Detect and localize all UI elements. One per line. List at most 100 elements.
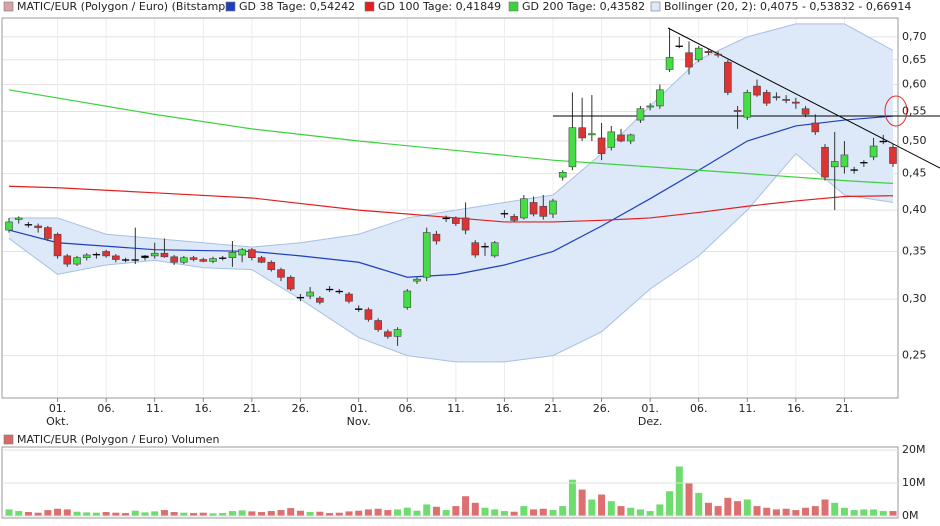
volume-bar — [180, 512, 188, 516]
moving-average — [8, 89, 894, 185]
candle-body — [393, 329, 402, 337]
candle-body — [92, 253, 101, 256]
candle-body — [539, 205, 548, 217]
volume-bar — [423, 504, 431, 516]
volume-bar — [219, 513, 227, 516]
candle-body — [102, 251, 110, 257]
candle-body — [811, 122, 820, 133]
volume-tick-label: 0M — [902, 509, 919, 522]
y-tick-label: 0,55 — [902, 105, 927, 118]
volume-bar — [462, 496, 470, 516]
legend-swatch — [3, 1, 14, 12]
volume-bar — [131, 510, 139, 516]
legend-label: MATIC/EUR (Polygon / Euro) (Bitstamp) — [17, 0, 230, 13]
volume-bar — [63, 509, 71, 516]
volume-bar — [83, 512, 91, 516]
legend-label: GD 200 Tage: 0,43582 — [522, 0, 645, 13]
volume-bar — [704, 502, 712, 516]
volume-bar — [316, 511, 324, 516]
candle-body — [869, 145, 878, 158]
candle-body — [384, 331, 392, 337]
y-tick-label: 0,40 — [902, 203, 927, 216]
x-tick-label: 26. — [593, 402, 611, 415]
volume-bar — [228, 511, 236, 516]
candle-body — [782, 99, 790, 101]
legend-label: Bollinger (20, 2): 0,4075 - 0,53832 - 0,… — [664, 0, 911, 13]
volume-bar — [471, 502, 479, 516]
candle-body — [413, 278, 421, 282]
volume-bar — [151, 511, 159, 516]
candle-body — [345, 293, 353, 302]
candle-body — [442, 217, 450, 220]
candle-body — [549, 200, 557, 215]
candle-body — [316, 297, 324, 303]
candle-body — [131, 259, 139, 261]
candle-body — [578, 127, 586, 139]
candle-body — [481, 246, 489, 248]
candle-body — [753, 85, 761, 96]
candle-body — [422, 232, 431, 278]
x-tick-label: 21. — [243, 402, 261, 415]
volume-bar — [364, 509, 372, 516]
candle-body — [510, 216, 518, 221]
candle-body — [889, 146, 897, 164]
candle-body — [558, 171, 567, 178]
candle-body — [53, 233, 62, 257]
candle-body — [714, 53, 722, 56]
candle-body — [568, 127, 577, 168]
volume-bar — [714, 506, 722, 516]
volume-title: MATIC/EUR (Polygon / Euro) Volumen — [17, 433, 219, 446]
volume-bar — [772, 509, 780, 516]
volume-bar — [568, 479, 576, 516]
candle-body — [860, 162, 868, 164]
candle-body — [801, 108, 810, 115]
candle-body — [355, 308, 363, 310]
volume-bar — [870, 509, 878, 516]
x-tick-label: 01. — [49, 402, 67, 415]
volume-bar — [452, 506, 460, 516]
candle-body — [277, 269, 285, 278]
volume-bar — [636, 509, 644, 516]
candle-body — [364, 309, 373, 320]
volume-bar — [267, 511, 275, 516]
candle-body — [452, 217, 460, 224]
moving-average — [8, 115, 894, 278]
candle-body — [471, 242, 480, 256]
candle-body — [286, 276, 295, 290]
y-tick-label: 0,30 — [902, 292, 927, 305]
candle-body — [170, 256, 178, 263]
x-tick-label: 16. — [195, 402, 213, 415]
volume-bar — [394, 509, 402, 516]
volume-bar — [199, 512, 207, 516]
volume-bar — [782, 508, 790, 516]
candle-body — [73, 257, 81, 265]
volume-bar — [248, 511, 256, 516]
month-label: Okt. — [46, 415, 69, 428]
volume-bar — [160, 510, 168, 516]
candle-body — [704, 51, 713, 54]
volume-bar — [646, 511, 654, 516]
candle-body — [588, 133, 596, 136]
volume-bar — [345, 511, 353, 516]
volume-bar — [598, 494, 606, 516]
candle-body — [180, 257, 188, 263]
volume-bar — [821, 499, 829, 516]
x-tick-label: 21. — [836, 402, 854, 415]
candle-body — [490, 242, 499, 257]
volume-bar — [374, 508, 382, 516]
volume-bar — [209, 513, 217, 516]
candle-body — [257, 257, 266, 263]
candle-body — [821, 146, 829, 178]
candle-body — [733, 110, 742, 112]
candle-body — [238, 249, 246, 256]
volume-bar — [520, 506, 528, 516]
candle-body — [830, 161, 839, 168]
candle-body — [141, 255, 149, 258]
candle-body — [694, 47, 703, 61]
y-tick-label: 0,45 — [902, 167, 927, 180]
candle-body — [597, 137, 606, 154]
candle-body — [626, 134, 635, 142]
x-tick-label: 11. — [146, 402, 164, 415]
volume-bar — [879, 511, 887, 516]
volume-bar — [296, 510, 304, 516]
